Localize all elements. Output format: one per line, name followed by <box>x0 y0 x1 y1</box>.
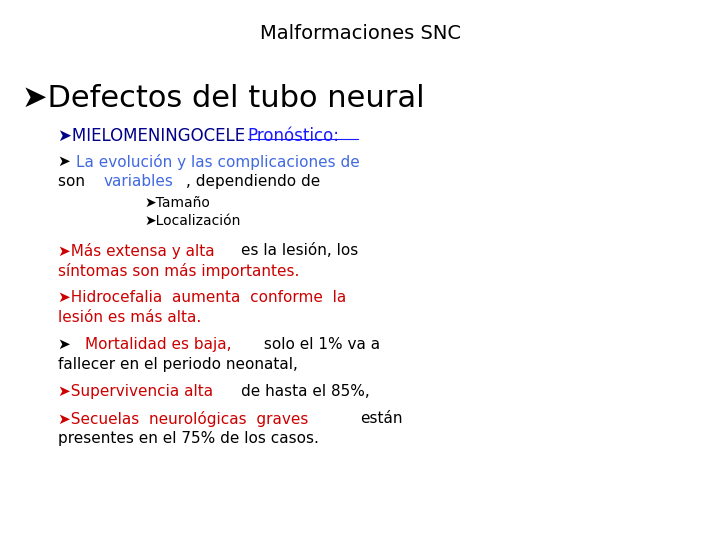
Text: presentes en el 75% de los casos.: presentes en el 75% de los casos. <box>58 431 318 446</box>
Text: , dependiendo de: , dependiendo de <box>186 174 320 189</box>
Text: ➤: ➤ <box>58 154 75 169</box>
Text: ➤Más extensa y alta: ➤Más extensa y alta <box>58 243 219 259</box>
Text: es la lesión, los: es la lesión, los <box>241 243 358 258</box>
Text: de hasta el 85%,: de hasta el 85%, <box>241 384 369 399</box>
Text: fallecer en el periodo neonatal,: fallecer en el periodo neonatal, <box>58 357 297 372</box>
Text: ➤Tamaño: ➤Tamaño <box>144 195 210 210</box>
Text: ➤MIELOMENINGOCELE: ➤MIELOMENINGOCELE <box>58 127 255 145</box>
Text: ➤Defectos del tubo neural: ➤Defectos del tubo neural <box>22 84 424 113</box>
Text: solo el 1% va a: solo el 1% va a <box>259 337 380 352</box>
Text: ➤Supervivencia alta: ➤Supervivencia alta <box>58 384 217 399</box>
Text: Mortalidad es baja,: Mortalidad es baja, <box>85 337 232 352</box>
Text: ➤Hidrocefalia  aumenta  conforme  la: ➤Hidrocefalia aumenta conforme la <box>58 290 346 305</box>
Text: ➤Localización: ➤Localización <box>144 214 240 228</box>
Text: Malformaciones SNC: Malformaciones SNC <box>259 24 461 43</box>
Text: síntomas son más importantes.: síntomas son más importantes. <box>58 263 299 279</box>
Text: ➤: ➤ <box>58 337 80 352</box>
Text: Pronóstico:: Pronóstico: <box>248 127 340 145</box>
Text: La evolución y las complicaciones de: La evolución y las complicaciones de <box>76 154 360 170</box>
Text: son: son <box>58 174 94 189</box>
Text: lesión es más alta.: lesión es más alta. <box>58 310 201 325</box>
Text: están: están <box>360 411 402 426</box>
Text: ➤Secuelas  neurológicas  graves: ➤Secuelas neurológicas graves <box>58 411 318 427</box>
Text: variables: variables <box>104 174 174 189</box>
